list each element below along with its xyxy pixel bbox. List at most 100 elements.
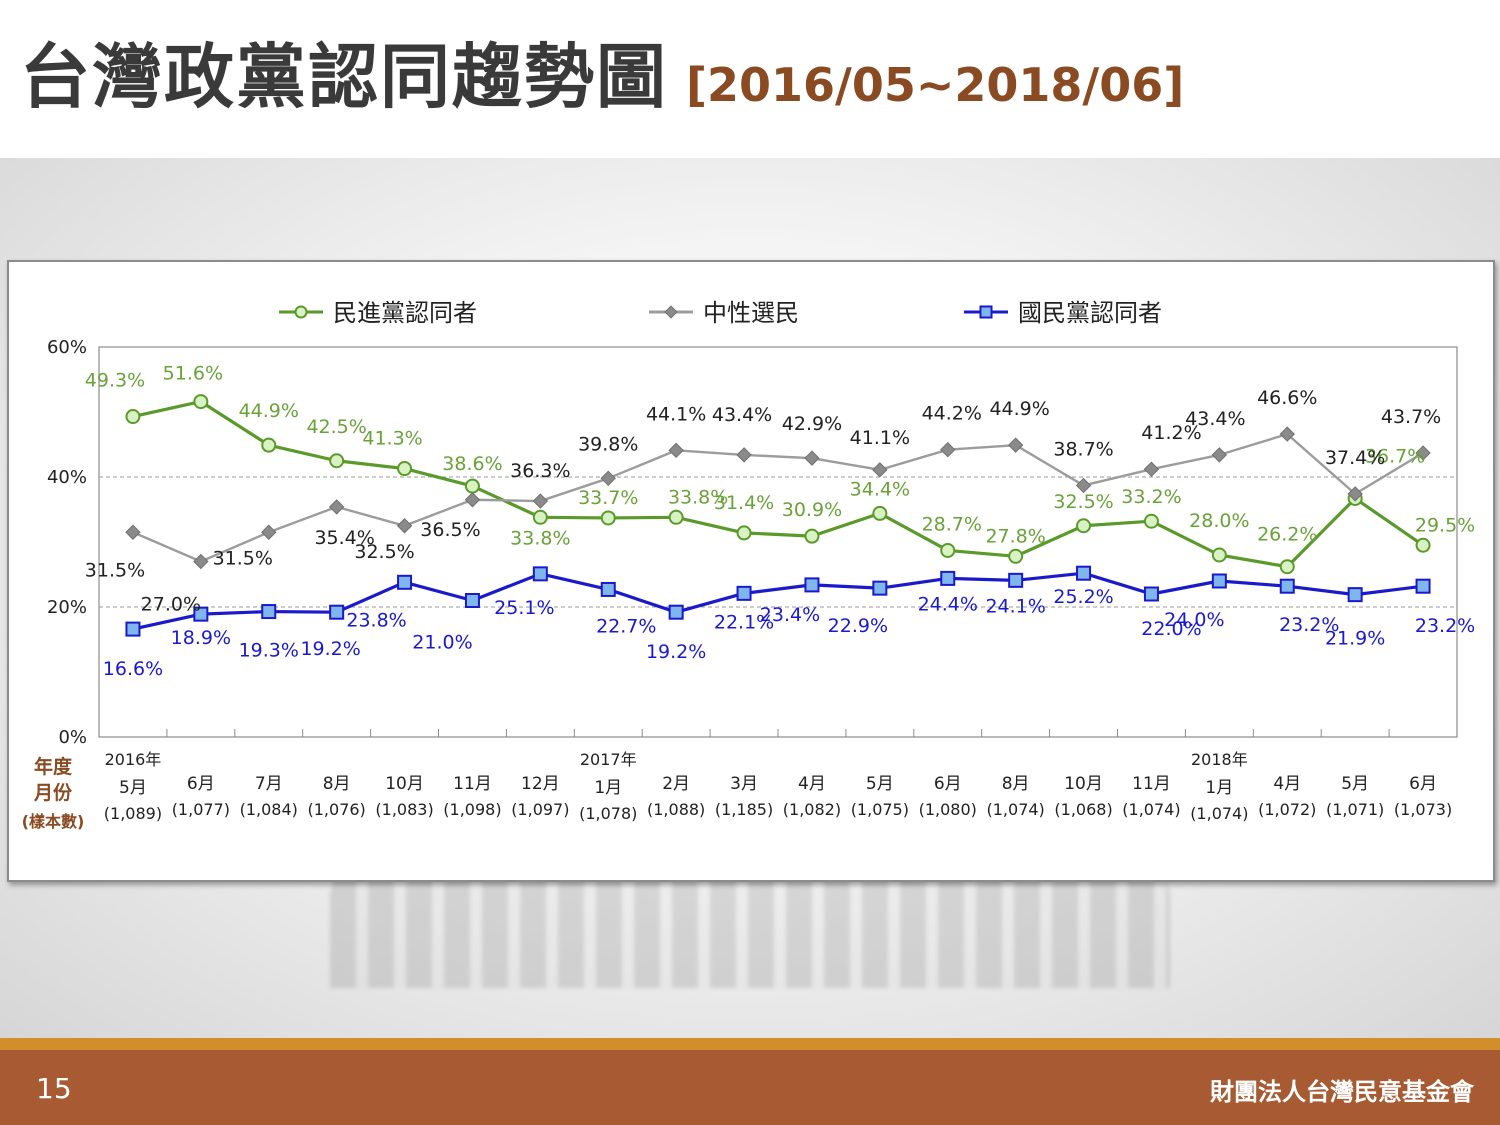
data-label-neutral: 43.7%	[1381, 406, 1441, 428]
data-label-neutral: 37.4%	[1325, 447, 1385, 469]
y-tick-label: 40%	[47, 467, 87, 488]
x-month-label: 1月	[1205, 778, 1233, 798]
data-label-dpp: 33.8%	[668, 486, 728, 508]
data-label-kmt: 24.1%	[985, 595, 1045, 617]
data-label-dpp: 26.2%	[1257, 524, 1317, 546]
data-label-kmt: 19.3%	[239, 640, 299, 662]
x-sample-label: (1,077)	[172, 800, 230, 819]
data-point-neutral	[600, 470, 616, 487]
y-tick-label: 60%	[47, 337, 87, 358]
data-label-neutral: 43.4%	[1185, 408, 1245, 430]
data-label-kmt: 25.2%	[1053, 586, 1113, 608]
x-month-label: 5月	[866, 774, 894, 794]
data-point-dpp	[329, 453, 345, 469]
data-label-kmt: 22.7%	[596, 615, 656, 637]
x-sample-label: (1,089)	[104, 804, 162, 823]
data-point-dpp	[1008, 548, 1024, 564]
data-point-dpp	[464, 478, 480, 494]
x-month-label: 12月	[521, 774, 560, 794]
data-label-neutral: 42.9%	[782, 413, 842, 435]
data-point-dpp	[940, 542, 956, 558]
x-month-label: 5月	[1341, 774, 1369, 794]
x-sample-label: (1,072)	[1258, 800, 1316, 819]
legend-marker-neutral	[664, 305, 678, 319]
x-month-label: 1月	[594, 778, 622, 798]
x-sample-label: (1,083)	[375, 800, 433, 819]
data-label-dpp: 49.3%	[85, 370, 145, 392]
data-label-dpp: 44.9%	[239, 400, 299, 422]
data-label-kmt: 16.6%	[103, 658, 163, 680]
x-sample-label: (1,185)	[715, 800, 773, 819]
data-point-neutral	[125, 524, 141, 540]
data-point-neutral	[1347, 486, 1363, 502]
data-label-kmt: 22.1%	[714, 611, 774, 633]
data-label-kmt: 23.2%	[1415, 615, 1475, 637]
data-label-kmt: 21.0%	[412, 632, 472, 654]
data-point-dpp	[872, 505, 888, 521]
data-point-dpp	[600, 510, 616, 526]
data-point-dpp	[125, 409, 141, 425]
data-point-kmt	[1415, 578, 1431, 594]
data-label-neutral: 41.2%	[1141, 422, 1201, 444]
data-point-kmt	[1347, 587, 1363, 603]
data-label-dpp: 31.4%	[714, 492, 774, 514]
data-point-neutral	[940, 441, 956, 458]
data-point-neutral	[668, 442, 684, 459]
x-month-label: 6月	[934, 774, 962, 794]
data-label-dpp: 33.8%	[510, 527, 570, 549]
x-month-label: 10月	[385, 774, 424, 794]
x-sample-label: (1,071)	[1326, 800, 1384, 819]
x-sample-label: (1,082)	[783, 800, 841, 819]
chart-frame: 0% 20% 40% 60% 2016年 5月 (1,089) 6月 (1,077) 7月 (1,0…	[7, 260, 1495, 882]
slide-title-text: 台灣政黨認同趨勢圖	[20, 36, 668, 118]
data-point-kmt	[125, 621, 141, 637]
data-point-kmt	[1008, 572, 1024, 588]
legend-label-dpp: 民進黨認同者	[333, 299, 477, 327]
slide-title-range: [2016/05~2018/06]	[686, 58, 1185, 112]
data-label-kmt: 18.9%	[171, 627, 231, 649]
data-label-neutral: 39.8%	[578, 433, 638, 455]
data-point-kmt	[329, 604, 345, 620]
data-label-dpp: 32.5%	[1053, 491, 1113, 513]
data-label-kmt: 22.0%	[1141, 618, 1201, 640]
data-point-dpp	[1211, 547, 1227, 563]
data-label-neutral: 27.0%	[141, 594, 201, 616]
x-month-label: 5月	[119, 778, 147, 798]
x-month-label: 4月	[798, 774, 826, 794]
data-label-neutral: 38.7%	[1053, 438, 1113, 460]
data-point-neutral	[1279, 426, 1295, 442]
data-label-neutral: 44.2%	[922, 403, 982, 425]
data-label-neutral: 41.1%	[850, 427, 910, 449]
x-sample-label: (1,097)	[511, 800, 569, 819]
x-sample-label: (1,080)	[919, 800, 977, 819]
footer: 15 財團法人台灣民意基金會	[0, 1050, 1500, 1125]
x-sample-label: (1,073)	[1394, 800, 1452, 819]
data-point-neutral	[532, 493, 549, 509]
data-label-dpp: 41.3%	[362, 428, 422, 450]
axis-caption: (樣本數)	[22, 812, 85, 831]
data-point-neutral	[396, 518, 413, 534]
x-month-label: 3月	[730, 774, 758, 794]
data-label-neutral: 44.9%	[989, 398, 1049, 420]
data-point-dpp	[193, 394, 209, 410]
x-month-label: 6月	[187, 774, 215, 794]
data-label-neutral: 43.4%	[712, 404, 772, 426]
data-label-neutral: 36.5%	[420, 519, 480, 541]
x-month-label: 2月	[662, 774, 690, 794]
data-label-kmt: 21.9%	[1325, 628, 1385, 650]
data-point-kmt	[1211, 573, 1227, 589]
axis-caption: 年度	[34, 755, 73, 778]
data-point-dpp	[1415, 537, 1431, 553]
x-sample-label: (1,074)	[1122, 800, 1180, 819]
data-point-kmt	[532, 566, 548, 582]
series-line-kmt	[132, 571, 1424, 631]
data-label-neutral: 35.4%	[314, 527, 374, 549]
legend-marker-dpp	[294, 305, 308, 319]
data-label-neutral: 36.3%	[510, 460, 570, 482]
data-point-kmt	[668, 604, 684, 620]
slide-title: 台灣政黨認同趨勢圖 [2016/05~2018/06]	[20, 32, 1184, 130]
data-point-kmt	[464, 593, 480, 608]
data-point-dpp	[1076, 518, 1092, 534]
data-label-dpp: 28.7%	[922, 513, 982, 535]
data-point-neutral	[1075, 477, 1092, 494]
